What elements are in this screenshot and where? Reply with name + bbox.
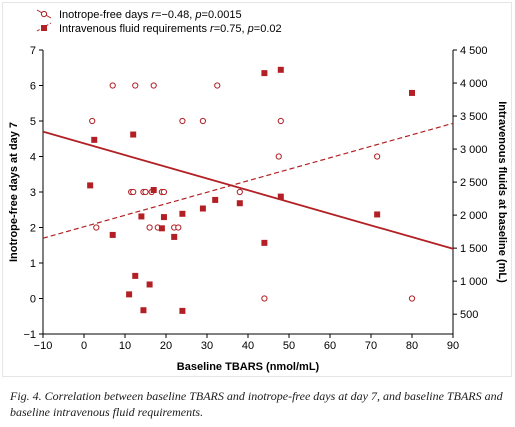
y-left-tick-label: 4 (30, 152, 36, 164)
y-left-tick-label: 7 (30, 45, 36, 57)
legend-text-part: p (247, 23, 254, 35)
series-1 (42, 82, 454, 302)
data-point-fluids (126, 291, 133, 298)
y-right-tick-label: 4 500 (460, 45, 488, 57)
chart-panel: −10 0 10 20 30 40 50 60 70 80 90 −1 0 1 2 3 4 5 6 7 500 1 000… (3, 3, 511, 376)
data-point-inotrope (236, 188, 243, 196)
series-2 (42, 66, 454, 314)
x-tick-label: 60 (324, 340, 336, 352)
y-right-tick-label: 2 500 (460, 177, 488, 189)
trend-line-inotrope (42, 130, 454, 250)
legend-entry-2: Intravenous fluid requirements r=0.75, p… (59, 23, 282, 35)
y-right-tick-label: 3 500 (460, 111, 488, 123)
x-tick-label: 40 (242, 340, 254, 352)
data-point-inotrope (275, 153, 282, 160)
data-point-fluids (160, 214, 167, 221)
y-right-tick-label: 500 (460, 309, 478, 321)
data-point-fluids (130, 131, 137, 138)
x-tick-label: 20 (160, 340, 172, 352)
data-point-inotrope (109, 82, 116, 89)
trend-line-fluids (42, 122, 454, 239)
y-left-tick-label: 2 (30, 223, 36, 235)
data-point-inotrope (146, 224, 153, 231)
y-left-tick-label: 3 (30, 187, 36, 199)
y-left-tick-label: 6 (30, 81, 36, 93)
y-left-tick-label: 1 (30, 258, 36, 270)
data-point-fluids (171, 233, 178, 240)
x-tick-label: −10 (34, 340, 53, 352)
x-tick-label: 70 (365, 340, 377, 352)
x-tick-label: 50 (283, 340, 295, 352)
data-point-fluids (212, 196, 219, 203)
y-left-tick-label: −1 (23, 329, 36, 341)
data-point-inotrope (408, 295, 416, 302)
data-point-inotrope (93, 224, 100, 231)
legend-text-part: p (194, 9, 201, 21)
data-point-fluids (199, 205, 206, 212)
data-point-fluids (132, 272, 139, 279)
data-point-inotrope (150, 82, 157, 89)
data-point-inotrope (175, 224, 182, 231)
y-right-tick-label: 4 000 (460, 78, 488, 90)
legend-square-marker (41, 25, 47, 31)
x-tick-label: 30 (201, 340, 213, 352)
legend-text-part: r (210, 23, 215, 35)
data-point-fluids (261, 239, 268, 246)
data-point-inotrope (374, 153, 381, 160)
data-point-fluids (87, 182, 94, 189)
data-point-inotrope (89, 117, 96, 125)
figure-caption: Fig. 4. Correlation between baseline TBA… (10, 389, 503, 419)
legend-text-part: =0.0015 (202, 9, 242, 21)
y-right-tick-label: 2 000 (460, 210, 488, 222)
data-point-fluids (179, 307, 186, 314)
y-axis-right-title: Intravenous fluids at baseline (mL) (496, 101, 508, 283)
x-tick-label: 90 (447, 340, 459, 352)
x-tick-label: 0 (81, 340, 87, 352)
data-point-inotrope (179, 117, 186, 125)
legend-text-part: Inotrope-free days (59, 9, 151, 21)
legend: Inotrope-free days r=−0.48, p=0.0015Intr… (36, 9, 282, 35)
data-point-inotrope (160, 188, 168, 196)
data-point-fluids (277, 193, 284, 200)
legend-line-icon (36, 22, 52, 32)
data-point-inotrope (261, 295, 268, 302)
legend-text-part: =0.02 (254, 23, 282, 35)
x-tick-label: 80 (406, 340, 418, 352)
y-axis-left-title: Inotrope-free days at day 7 (8, 122, 20, 262)
x-tick-label: 10 (119, 340, 131, 352)
data-point-fluids (140, 307, 147, 314)
data-point-fluids (374, 211, 381, 218)
data-point-fluids (261, 70, 268, 77)
legend-circle-marker (40, 10, 48, 18)
data-point-fluids (179, 210, 186, 217)
data-point-inotrope (199, 117, 206, 125)
y-right-tick-label: 1 500 (460, 243, 488, 255)
data-point-fluids (109, 231, 116, 238)
y-left-tick-label: 5 (30, 116, 36, 128)
data-point-fluids (138, 213, 145, 220)
data-point-fluids (409, 89, 415, 96)
y-left-tick-label: 0 (30, 294, 36, 306)
data-point-fluids (277, 66, 284, 73)
legend-text-part: =−0.48, (155, 9, 195, 21)
data-point-inotrope (214, 82, 221, 89)
data-point-inotrope (277, 117, 284, 125)
data-point-inotrope (130, 188, 137, 196)
legend-text-part: r (151, 9, 156, 21)
y-right-tick-label: 3 000 (460, 144, 488, 156)
legend-text-part: Intravenous fluid requirements (59, 23, 210, 35)
data-point-fluids (150, 187, 157, 194)
legend-entry-1: Inotrope-free days r=−0.48, p=0.0015 (59, 9, 242, 21)
data-point-fluids (236, 200, 243, 207)
data-point-inotrope (132, 82, 139, 89)
data-point-inotrope (142, 188, 149, 196)
data-point-fluids (91, 136, 98, 143)
legend-text-part: =0.75, (214, 23, 248, 35)
x-axis-title: Baseline TBARS (nmol/mL) (177, 361, 320, 373)
data-point-fluids (158, 225, 165, 232)
data-point-fluids (146, 281, 153, 288)
y-right-tick-label: 1 000 (460, 276, 488, 288)
